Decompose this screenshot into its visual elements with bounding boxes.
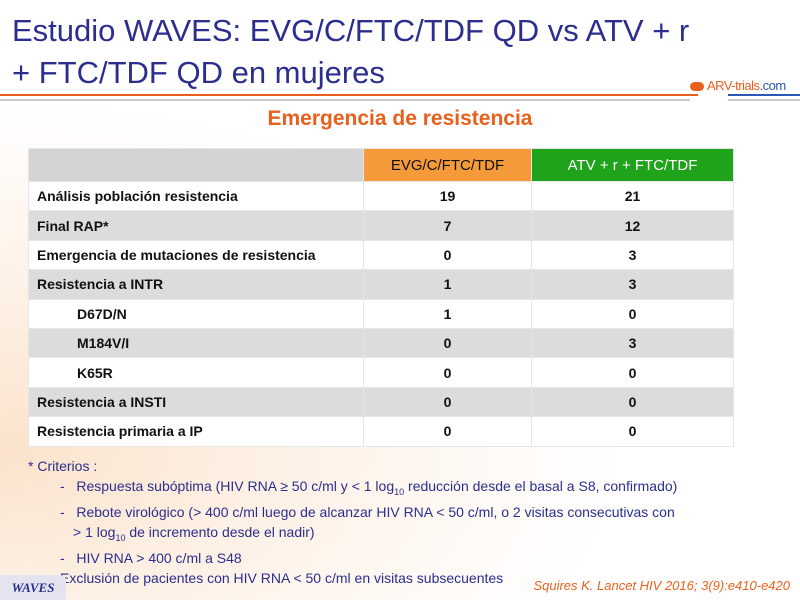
section-title: Emergencia de resistencia [267,107,533,130]
table-header-row: EVG/C/FTC/TDF ATV + r + FTC/TDF [28,148,734,182]
divider [0,99,690,101]
evg-value: 1 [363,269,532,300]
row-label: Resistencia primaria a IP [28,416,364,447]
exclusion-note: Exclusión de pacientes con HIV RNA < 50 … [60,569,504,586]
criteria-item: - Rebote virológico (> 400 c/ml luego de… [60,503,675,520]
row-label: Análisis población resistencia [28,180,364,212]
table-row: Final RAP* 7 12 [28,210,734,241]
slide-title: Estudio WAVES: EVG/C/FTC/TDF QD vs ATV +… [12,13,690,90]
header-atv: ATV + r + FTC/TDF [531,148,734,182]
header-evg: EVG/C/FTC/TDF [363,148,532,182]
table-row: Resistencia primaria a IP 0 0 [28,416,734,447]
table-row: D67D/N 1 0 [28,298,734,329]
table-row: Resistencia a INTR 1 3 [28,269,734,300]
row-label: D67D/N [28,298,364,329]
evg-value: 19 [363,180,532,212]
study-tag: WAVES [0,575,66,600]
table-row: K65R 0 0 [28,357,734,388]
evg-value: 1 [363,298,532,329]
atv-value: 0 [531,298,734,329]
row-label: Resistencia a INTR [28,269,364,300]
atv-value: 3 [531,239,734,271]
arv-trials-logo: ARV-trials.com [690,78,786,93]
evg-value: 0 [363,239,532,271]
pill-icon [690,82,704,92]
atv-value: 21 [531,180,734,212]
atv-value: 0 [531,357,734,388]
criteria-heading: * Criterios : [28,458,98,474]
atv-value: 3 [531,269,734,300]
table-row: M184V/I 0 3 [28,327,734,359]
table-row: Resistencia a INSTI 0 0 [28,386,734,418]
citation: Squires K. Lancet HIV 2016; 3(9):e410-e4… [533,578,790,593]
header-empty [28,148,364,182]
evg-value: 0 [363,386,532,418]
resistance-table: EVG/C/FTC/TDF ATV + r + FTC/TDF Análisis… [28,148,734,447]
table-row: Emergencia de mutaciones de resistencia 0… [28,239,734,271]
logo-name: ARV-trials [707,78,760,93]
divider [0,94,698,96]
evg-value: 0 [363,416,532,447]
row-label: M184V/I [28,327,364,359]
table-row: Análisis población resistencia 19 21 [28,180,734,212]
criteria-item-continued: > 1 log10 de incremento desde el nadir) [73,523,315,543]
evg-value: 0 [363,327,532,359]
row-label: K65R [28,357,364,388]
criteria-item: - HIV RNA > 400 c/ml a S48 [60,549,242,566]
row-label: Resistencia a INSTI [28,386,364,418]
criteria-notes: * Criterios : - Respuesta subóptima (HIV… [28,456,677,588]
atv-value: 0 [531,386,734,418]
divider [728,94,800,96]
atv-value: 3 [531,327,734,359]
atv-value: 0 [531,416,734,447]
logo-suffix: .com [759,78,787,93]
evg-value: 7 [363,210,532,241]
criteria-item: - Respuesta subóptima (HIV RNA ≥ 50 c/ml… [60,478,678,497]
row-label: Emergencia de mutaciones de resistencia [28,239,364,271]
atv-value: 12 [531,210,734,241]
evg-value: 0 [363,357,532,388]
row-label: Final RAP* [28,210,364,241]
divider [728,99,800,101]
